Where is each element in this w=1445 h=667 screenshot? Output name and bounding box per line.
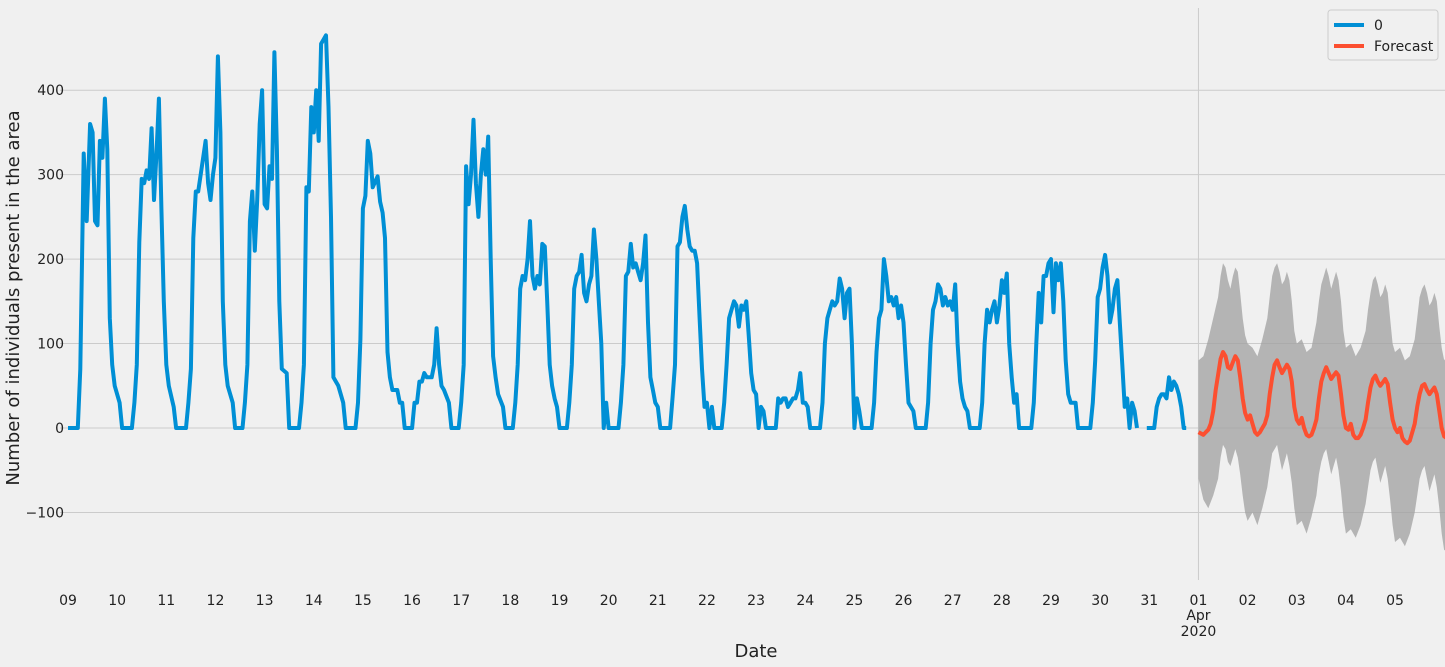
legend-label-forecast: Forecast: [1374, 39, 1434, 55]
y-axis-ticks: −100 0 100 200 300 400: [26, 83, 64, 521]
x-tick-label: 23: [747, 593, 765, 609]
y-tick-label: 300: [37, 168, 64, 184]
x-tick-label: 15: [354, 593, 372, 609]
x-axis-ticks: 09 10 11 12 13 14 15 16 17 18 19 20 21 22 23 24 25 26 27 28…: [59, 593, 1404, 640]
x-tick-label: 26: [895, 593, 913, 609]
x-tick-label: 18: [501, 593, 519, 609]
x-tick-label: 10: [108, 593, 126, 609]
series-lines: [68, 33, 1445, 446]
x-tick-label: 28: [993, 593, 1011, 609]
x-tick-label: 30: [1091, 593, 1109, 609]
x-tick-label: 11: [157, 593, 175, 609]
x-axis-label: Date: [734, 641, 777, 662]
y-tick-label: −100: [26, 505, 64, 521]
x-tick-label: 09: [59, 593, 77, 609]
series-line-0: [68, 33, 1139, 430]
x-tick-label: 16: [403, 593, 421, 609]
x-tick-label: 21: [649, 593, 667, 609]
x-tick-label: 01: [1190, 593, 1208, 609]
x-tick-label: 31: [1140, 593, 1158, 609]
x-tick-label: 12: [207, 593, 225, 609]
x-tick-label: 03: [1288, 593, 1306, 609]
x-tick-label: 13: [256, 593, 274, 609]
x-tick-label: 05: [1386, 593, 1404, 609]
x-tick-label: 20: [600, 593, 618, 609]
series-line-forecast: [1197, 350, 1445, 446]
uncertainty-band: [1198, 263, 1445, 551]
x-tick-label: 29: [1042, 593, 1060, 609]
x-tick-label: 25: [845, 593, 863, 609]
y-axis-label: Number of individuals present in the are…: [3, 110, 24, 485]
x-tick-label: 22: [698, 593, 716, 609]
x-tick-label: 02: [1239, 593, 1257, 609]
y-tick-label: 100: [37, 337, 64, 353]
forecast-uncertainty-area: [1198, 263, 1445, 551]
x-tick-label: 14: [305, 593, 323, 609]
legend-label-0: 0: [1374, 18, 1383, 34]
series-line-0: [1146, 375, 1187, 430]
x-tick-sublabel-month: Apr: [1186, 608, 1210, 624]
x-tick-label: 17: [452, 593, 470, 609]
y-tick-label: 200: [37, 252, 64, 268]
x-tick-label: 04: [1337, 593, 1355, 609]
y-tick-label: 0: [55, 421, 64, 437]
y-tick-label: 400: [37, 83, 64, 99]
x-tick-label: 24: [796, 593, 814, 609]
x-tick-label: 19: [551, 593, 569, 609]
legend: 0 Forecast: [1327, 9, 1439, 61]
x-tick-sublabel-year: 2020: [1181, 624, 1217, 640]
x-tick-label: 27: [944, 593, 962, 609]
